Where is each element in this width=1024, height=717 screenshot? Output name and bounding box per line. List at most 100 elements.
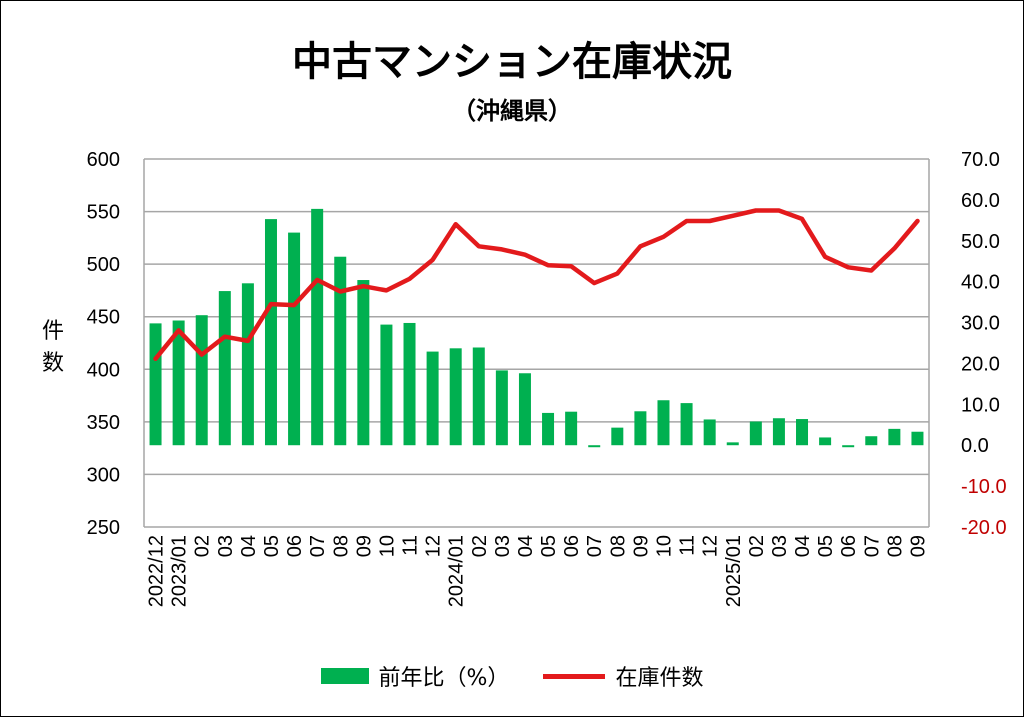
gridlines (144, 158, 929, 528)
bar (588, 445, 601, 448)
x-tick-label: 2024/01 (446, 535, 468, 607)
bar (634, 411, 647, 446)
right-tick-label: -20.0 (961, 517, 1007, 539)
x-tick-label: 09 (630, 535, 652, 557)
x-tick-label: 08 (330, 535, 352, 557)
x-tick-label: 11 (400, 535, 422, 556)
right-tick-label: 0.0 (961, 435, 989, 457)
axes (143, 159, 930, 527)
x-tick-label: 09 (907, 535, 929, 557)
left-tick-label: 400 (87, 359, 120, 381)
x-axis-ticks: 2022/12 2023/01 02 03 04 05 06 07 08 09 10 11 12 2024… (146, 535, 930, 607)
bar (842, 445, 855, 448)
bar (749, 421, 762, 446)
x-tick-label: 02 (469, 535, 491, 557)
x-tick-label: 06 (284, 535, 306, 557)
x-tick-label: 04 (238, 535, 260, 557)
x-tick-label: 04 (515, 535, 537, 557)
bar (403, 322, 416, 446)
chart-title: 中古マンション在庫状況 (292, 39, 732, 85)
x-tick-label: 08 (884, 535, 906, 557)
x-tick-label: 06 (838, 535, 860, 557)
right-tick-label: 40.0 (961, 272, 1000, 294)
bar (703, 419, 716, 446)
right-tick-label: -10.0 (961, 476, 1007, 498)
left-tick-label: 550 (87, 202, 120, 224)
x-tick-label: 08 (607, 535, 629, 557)
x-tick-label: 05 (261, 535, 283, 557)
x-tick-label: 02 (746, 535, 768, 557)
left-axis-ticks: 600 550 500 450 400 350 300 250 (87, 149, 120, 539)
x-tick-label: 10 (376, 535, 398, 557)
legend-bar-label: 前年比（%） (378, 666, 510, 691)
bar (680, 403, 693, 446)
right-tick-label: 30.0 (961, 313, 1000, 335)
chart-subtitle: （沖縄県） (452, 97, 572, 125)
bar (495, 370, 508, 446)
right-tick-label: 60.0 (961, 190, 1000, 212)
bar-series (149, 208, 924, 448)
left-tick-label: 250 (87, 517, 120, 539)
bar (518, 373, 531, 446)
x-tick-label: 11 (677, 535, 699, 556)
right-tick-label: 50.0 (961, 231, 1000, 253)
x-tick-label: 07 (307, 535, 329, 557)
left-tick-label: 350 (87, 412, 120, 434)
bar (565, 411, 578, 446)
bar (865, 436, 878, 446)
x-tick-label: 12 (423, 535, 445, 557)
x-tick-label: 02 (192, 535, 214, 557)
bar (657, 400, 670, 446)
bar (449, 348, 462, 446)
bar (288, 232, 301, 446)
x-tick-label: 2022/12 (146, 535, 168, 607)
x-tick-label: 03 (769, 535, 791, 557)
bar (426, 351, 439, 446)
bar (241, 283, 254, 446)
left-tick-label: 300 (87, 464, 120, 486)
right-tick-label: 10.0 (961, 394, 1000, 416)
stock-count-line (153, 208, 920, 362)
x-tick-label: 07 (861, 535, 883, 557)
x-tick-label: 12 (700, 535, 722, 557)
y-axis-label: 件 数 (39, 316, 67, 380)
bar (772, 418, 785, 446)
x-tick-label: 06 (561, 535, 583, 557)
legend-line-swatch (543, 673, 606, 679)
x-tick-label: 04 (792, 535, 814, 557)
bar (334, 256, 347, 446)
x-tick-label: 2023/01 (169, 535, 191, 607)
right-axis-ticks: 70.0 60.0 50.0 40.0 30.0 20.0 10.0 0.0 -10.0 -20.… (961, 149, 1007, 539)
x-tick-label: 05 (815, 535, 837, 557)
bar (726, 442, 739, 446)
legend-bar-swatch (320, 668, 369, 684)
bar (911, 431, 924, 446)
legend-line-label: 在庫件数 (615, 666, 704, 691)
right-tick-label: 70.0 (961, 149, 1000, 171)
left-tick-label: 450 (87, 307, 120, 329)
x-tick-label: 03 (492, 535, 514, 557)
left-tick-label: 600 (87, 149, 120, 171)
legend: 前年比（%） 在庫件数 (1, 661, 1023, 691)
bar (611, 427, 624, 446)
y-axis-label-char: 数 (41, 351, 64, 376)
bar (195, 315, 208, 446)
bar (888, 428, 901, 446)
bar (819, 437, 832, 446)
bar (264, 219, 277, 446)
right-tick-label: 20.0 (961, 353, 1000, 375)
legend-item-bar: 前年比（%） (320, 660, 510, 692)
x-tick-label: 07 (584, 535, 606, 557)
bar (149, 323, 162, 446)
left-tick-label: 500 (87, 254, 120, 276)
x-tick-label: 03 (215, 535, 237, 557)
bar (542, 412, 555, 446)
bar (172, 320, 185, 446)
bar (311, 208, 324, 446)
legend-item-line: 在庫件数 (543, 660, 703, 692)
x-tick-label: 2025/01 (723, 535, 745, 607)
bar (357, 280, 370, 446)
x-tick-label: 09 (353, 535, 375, 557)
